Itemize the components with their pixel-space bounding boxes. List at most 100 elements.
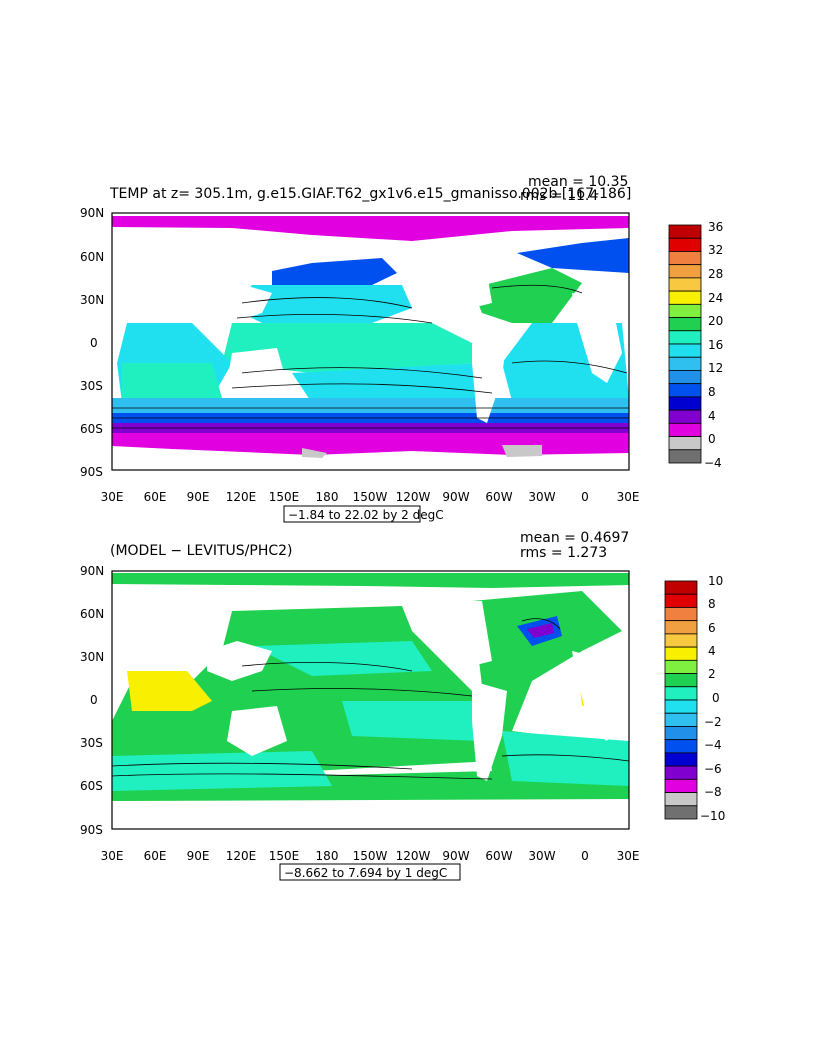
colorbar-swatch: [664, 593, 698, 608]
colorbar-swatch: [668, 396, 702, 411]
gulf-stream-core: [527, 623, 554, 638]
lat-label: 30N: [80, 650, 104, 664]
colorbar-swatch: [664, 778, 698, 793]
lat-label: 60N: [80, 250, 104, 264]
lon-label: 150E: [269, 490, 300, 504]
bottom-map-panel: mean = 0.4697 rms = 1.273 (MODEL − LEVIT…: [0, 530, 818, 894]
top-map-panel: mean = 10.35 rms = 11.4 TEMP at z= 305.1…: [80, 174, 723, 523]
colorbar-swatch: [664, 646, 698, 661]
contour-lines: [111, 618, 630, 780]
bottom-map-svg: mean = 0.4697 rms = 1.273 (MODEL − LEVIT…: [80, 530, 725, 881]
top-map-svg: mean = 10.35 rms = 11.4 TEMP at z= 305.1…: [80, 174, 723, 523]
australia-land: [227, 706, 287, 756]
lat-label: 90N: [80, 564, 104, 578]
lon-label: 30W: [528, 490, 555, 504]
lon-label: 60E: [144, 490, 167, 504]
north-america-land: [412, 243, 492, 308]
colorbar-swatch: [668, 290, 702, 305]
colorbar-label: 20: [708, 314, 723, 328]
colorbar-swatch: [664, 792, 698, 807]
lon-label: 60W: [485, 490, 512, 504]
colorbar-swatch: [668, 237, 702, 252]
lat-label: 60S: [80, 422, 103, 436]
colorbar: [668, 224, 702, 464]
contour-lines: [112, 284, 629, 429]
lon-label: 0: [581, 849, 589, 863]
colorbar-swatch: [664, 673, 698, 688]
colorbar-label: 16: [708, 338, 723, 352]
lat-label: 30S: [80, 379, 103, 393]
lon-label: 90E: [187, 490, 210, 504]
indian-ocean-south: [122, 363, 222, 401]
lon-label: 120E: [226, 490, 257, 504]
lon-label: 30W: [528, 849, 555, 863]
colorbar-label: 0: [708, 432, 716, 446]
lon-label: 90E: [187, 849, 210, 863]
colorbar-label: 8: [708, 385, 716, 399]
lon-label: 0: [581, 490, 589, 504]
colorbar-swatch: [668, 251, 702, 266]
s-pacific-cyan: [342, 701, 482, 741]
colorbar-label: 28: [708, 267, 723, 281]
colorbar-swatch: [668, 303, 702, 318]
arctic-region: [112, 216, 629, 241]
lat-label: 30S: [80, 736, 103, 750]
colorbar-swatch: [668, 422, 702, 437]
colorbar-swatch: [664, 607, 698, 622]
colorbar-label: −6: [704, 762, 722, 776]
colorbar-swatch: [664, 739, 698, 754]
lat-label: 0: [90, 336, 98, 350]
colorbar-swatch: [664, 686, 698, 701]
range-box: [283, 505, 421, 523]
lon-label: 180: [316, 490, 339, 504]
colorbar-labels: 36 32 28 24 20 16 12 8 4 0 −4: [704, 220, 723, 470]
colorbar-label: 12: [708, 361, 723, 375]
lon-label: 90W: [442, 490, 469, 504]
colorbar-swatch: [668, 224, 702, 239]
range-box: [279, 863, 461, 881]
colorbar-swatch: [664, 659, 698, 674]
map-title: (MODEL − LEVITUS/PHC2): [110, 543, 293, 559]
colorbar-swatch: [668, 409, 702, 424]
colorbar-swatch: [668, 317, 702, 332]
colorbar-swatch: [668, 449, 702, 464]
colorbar-swatch: [664, 620, 698, 635]
ice-shelf: [302, 445, 542, 458]
lat-label: 90S: [80, 465, 103, 479]
colorbar-label: 4: [708, 409, 716, 423]
range-label: −8.662 to 7.694 by 1 degC: [284, 866, 447, 880]
colorbar-swatch: [664, 712, 698, 727]
lat-label: 60S: [80, 779, 103, 793]
lat-label: 30N: [80, 293, 104, 307]
atlantic-south-ocean: [112, 591, 629, 801]
latitude-labels: 90N 60N 30N 0 30S 60S 90S: [80, 206, 104, 479]
colorbar-label: 6: [708, 621, 716, 635]
lon-label: 150E: [269, 849, 300, 863]
map-frame: [111, 212, 630, 471]
colorbar-label: 2: [708, 667, 716, 681]
colorbar-swatch: [668, 343, 702, 358]
colorbar-swatch: [668, 383, 702, 398]
south-america-land: [472, 323, 507, 423]
lon-label: 30E: [101, 490, 124, 504]
colorbar-swatch: [664, 633, 698, 648]
lon-label: 150W: [353, 490, 388, 504]
lon-label: 180: [316, 849, 339, 863]
colorbar-swatch: [668, 370, 702, 385]
colorbar-swatch: [664, 752, 698, 767]
colorbar-label: 36: [708, 220, 723, 234]
southern-indian-cyan: [112, 751, 332, 791]
colorbar-label: 0: [712, 691, 720, 705]
rms-label: rms = 11.4: [520, 188, 598, 204]
south-america-land: [472, 681, 507, 781]
colorbar: [664, 580, 698, 820]
mean-label: mean = 10.35: [528, 174, 628, 190]
antarctic-region: [112, 433, 629, 455]
colorbar-label: 10: [708, 574, 723, 588]
colorbar-label: −4: [704, 456, 722, 470]
colorbar-swatch: [664, 699, 698, 714]
lat-label: 0: [90, 693, 98, 707]
africa-land: [572, 293, 622, 383]
colorbar-swatch: [664, 580, 698, 595]
lon-label: 30E: [617, 849, 640, 863]
